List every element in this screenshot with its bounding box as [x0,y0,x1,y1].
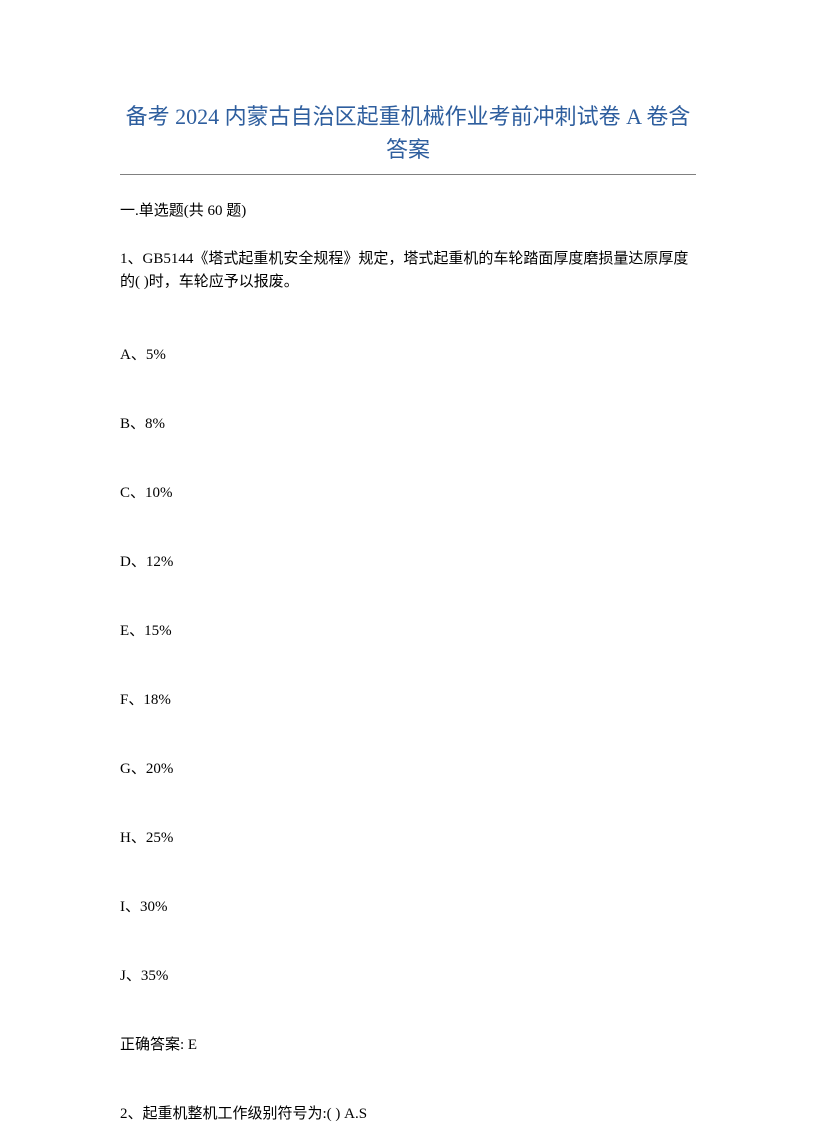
question-1-answer: 正确答案: E [120,1033,696,1054]
question-1-option-g: G、20% [120,757,696,778]
question-1-option-h: H、25% [120,826,696,847]
document-title: 备考 2024 内蒙古自治区起重机械作业考前冲刺试卷 A 卷含答案 [120,100,696,166]
question-1-option-j: J、35% [120,964,696,985]
question-1-option-f: F、18% [120,688,696,709]
question-1-option-c: C、10% [120,481,696,502]
question-1-option-a: A、5% [120,343,696,364]
title-divider [120,174,696,175]
question-2-text: 2、起重机整机工作级别符号为:( ) A.S [120,1102,696,1123]
question-1-option-e: E、15% [120,619,696,640]
question-1-option-i: I、30% [120,895,696,916]
section-header: 一.单选题(共 60 题) [120,199,696,220]
question-1-text: 1、GB5144《塔式起重机安全规程》规定，塔式起重机的车轮踏面厚度磨损量达原厚… [120,248,696,295]
question-1-option-b: B、8% [120,412,696,433]
question-1-option-d: D、12% [120,550,696,571]
